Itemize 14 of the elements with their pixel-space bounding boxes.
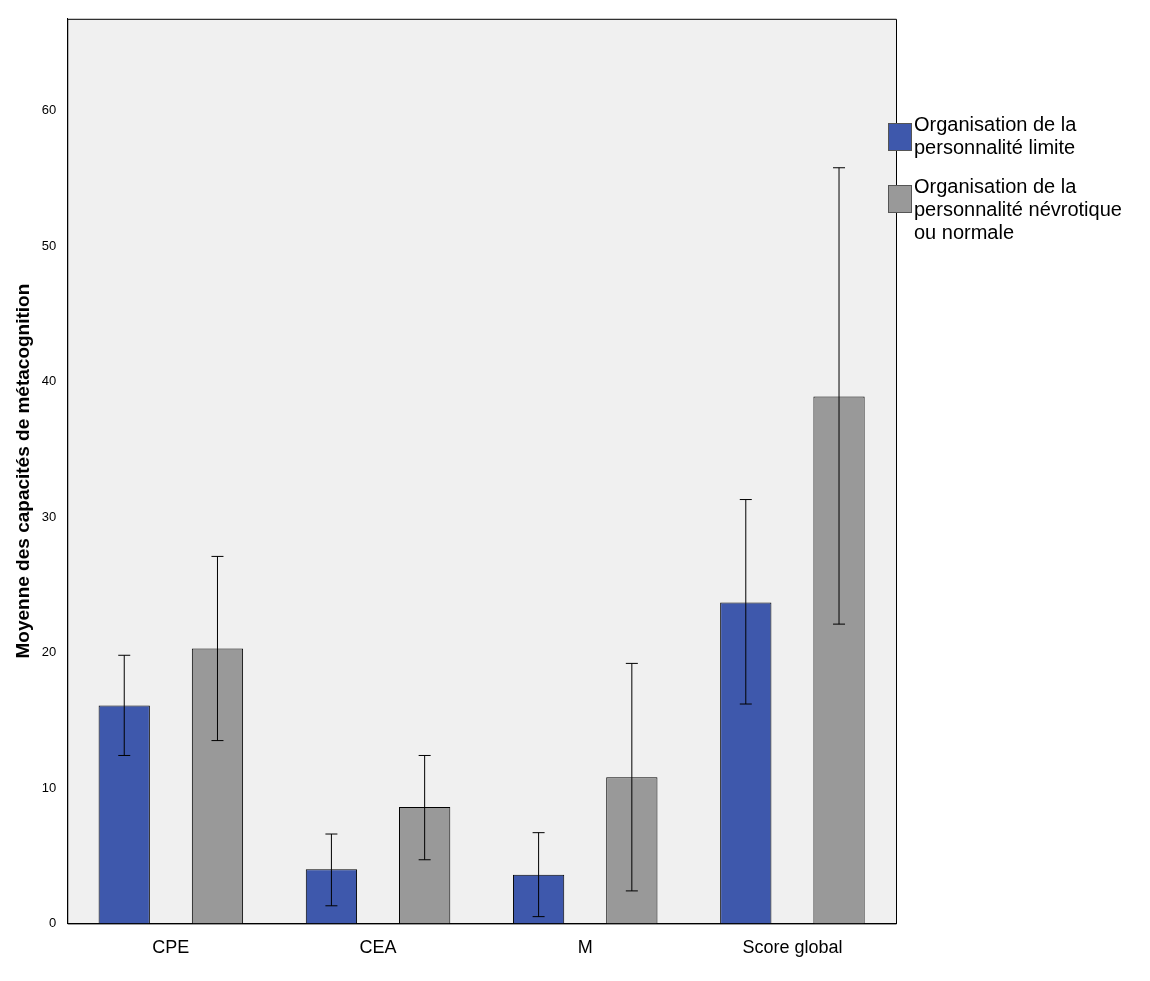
- y-tick-label: 40: [41, 373, 57, 389]
- y-tick-label: 30: [41, 508, 57, 524]
- y-axis-title: Moyenne des capacités de métacognition: [11, 283, 33, 659]
- x-tick-label: M: [577, 937, 593, 958]
- y-tick-label: 60: [41, 102, 57, 118]
- x-tick-label: Score global: [742, 937, 843, 958]
- y-tick-label: 20: [41, 644, 57, 660]
- y-tick-label: 10: [41, 779, 57, 795]
- x-tick-label: CPE: [152, 937, 190, 958]
- legend-label: Organisation de la personnalité névrotique ou normale: [914, 175, 1123, 244]
- y-tick-label: 0: [49, 914, 57, 930]
- y-tick-label: 50: [41, 237, 57, 253]
- legend-label: Organisation de la personnalité limite: [914, 113, 1078, 159]
- x-tick-label: CEA: [359, 937, 397, 958]
